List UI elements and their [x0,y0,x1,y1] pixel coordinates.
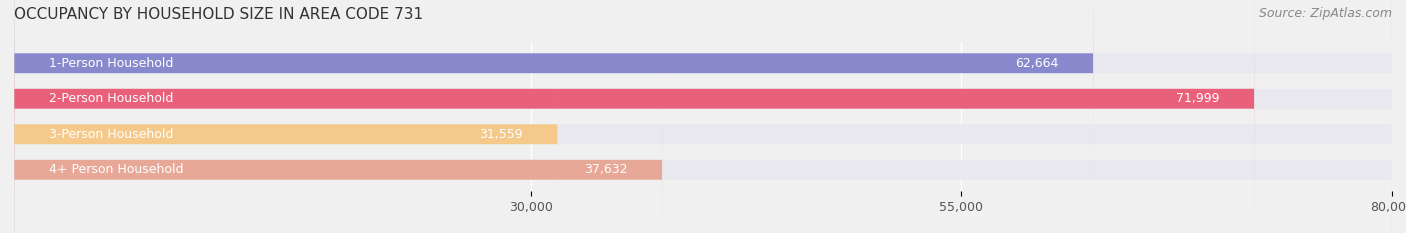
FancyBboxPatch shape [14,0,662,233]
FancyBboxPatch shape [14,0,558,233]
FancyBboxPatch shape [14,0,1392,233]
Text: 4+ Person Household: 4+ Person Household [48,163,183,176]
FancyBboxPatch shape [14,0,1094,233]
FancyBboxPatch shape [14,0,1392,233]
FancyBboxPatch shape [14,0,1392,233]
Text: 62,664: 62,664 [1015,57,1059,70]
Text: 1-Person Household: 1-Person Household [48,57,173,70]
Text: OCCUPANCY BY HOUSEHOLD SIZE IN AREA CODE 731: OCCUPANCY BY HOUSEHOLD SIZE IN AREA CODE… [14,7,423,22]
Text: 71,999: 71,999 [1177,92,1219,105]
Text: 37,632: 37,632 [585,163,627,176]
Text: 2-Person Household: 2-Person Household [48,92,173,105]
FancyBboxPatch shape [14,0,1392,233]
Text: 31,559: 31,559 [479,128,523,141]
FancyBboxPatch shape [14,0,1254,233]
Text: 3-Person Household: 3-Person Household [48,128,173,141]
Text: Source: ZipAtlas.com: Source: ZipAtlas.com [1258,7,1392,20]
